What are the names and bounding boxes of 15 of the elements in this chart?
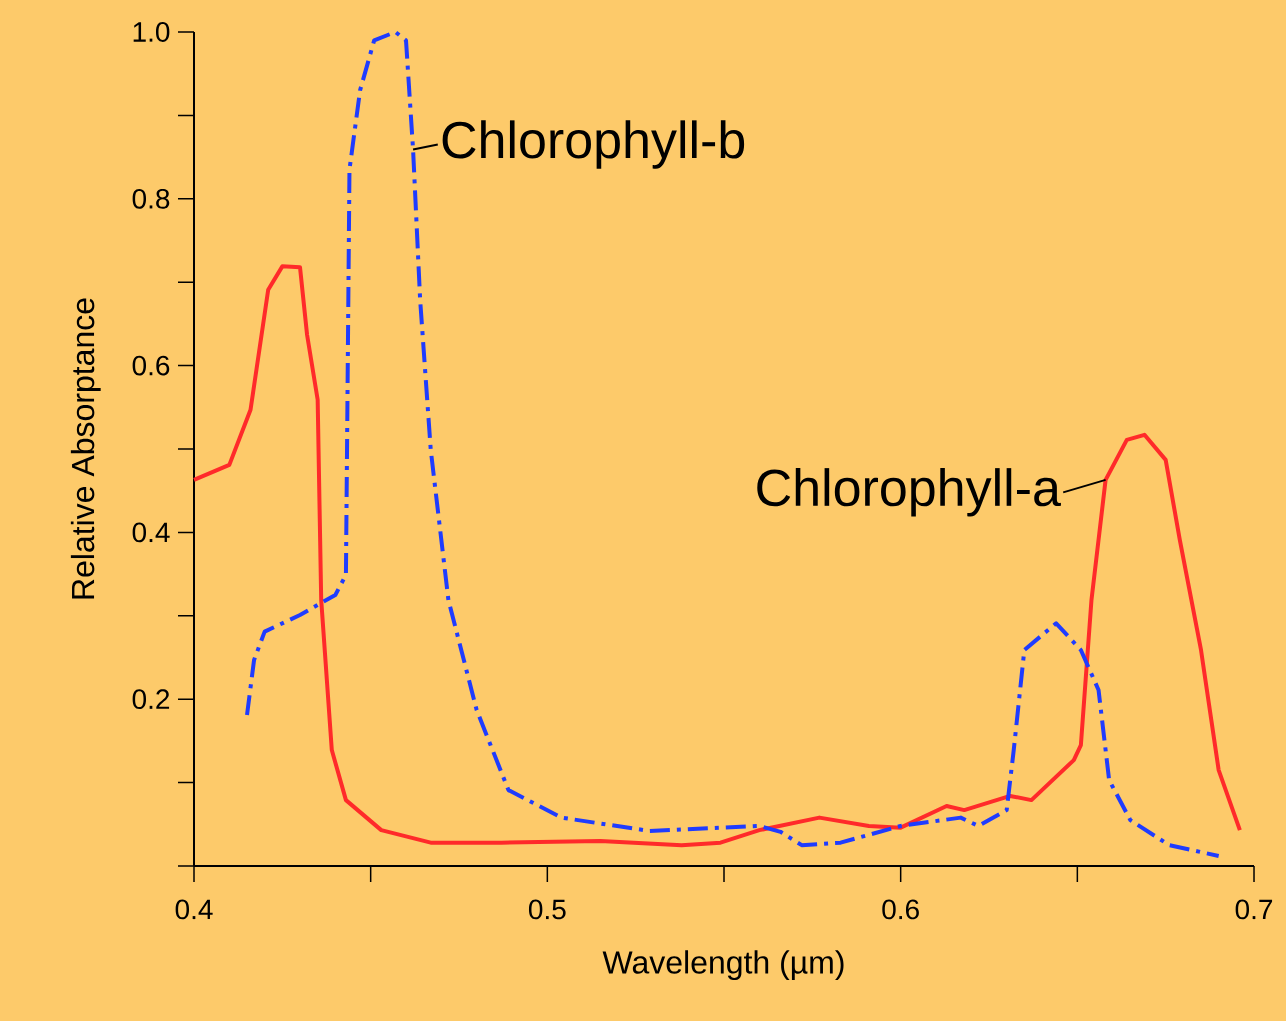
x-tick-label: 0.7 — [1235, 899, 1273, 920]
series-label: Chlorophyll-b — [442, 120, 745, 169]
x-tick-label: 0.4 — [175, 899, 213, 920]
line-series — [245, 29, 1221, 858]
x-tick-label: 0.5 — [528, 899, 566, 920]
y-tick-label: 0.4 — [132, 522, 170, 543]
line-series — [192, 264, 1242, 848]
series-label: Chlorophyll-a — [757, 468, 1061, 517]
y-tick-label: 0.2 — [132, 689, 170, 710]
y-tick-label: 1.0 — [133, 22, 170, 42]
y-tick-label: 0.8 — [132, 188, 170, 209]
x-axis-title: Wavelength (µm) — [602, 950, 844, 981]
y-tick-label: 0.6 — [132, 355, 170, 376]
y-axis-title: Relative Absorptance — [70, 298, 101, 599]
x-tick-label: 0.6 — [882, 899, 919, 920]
